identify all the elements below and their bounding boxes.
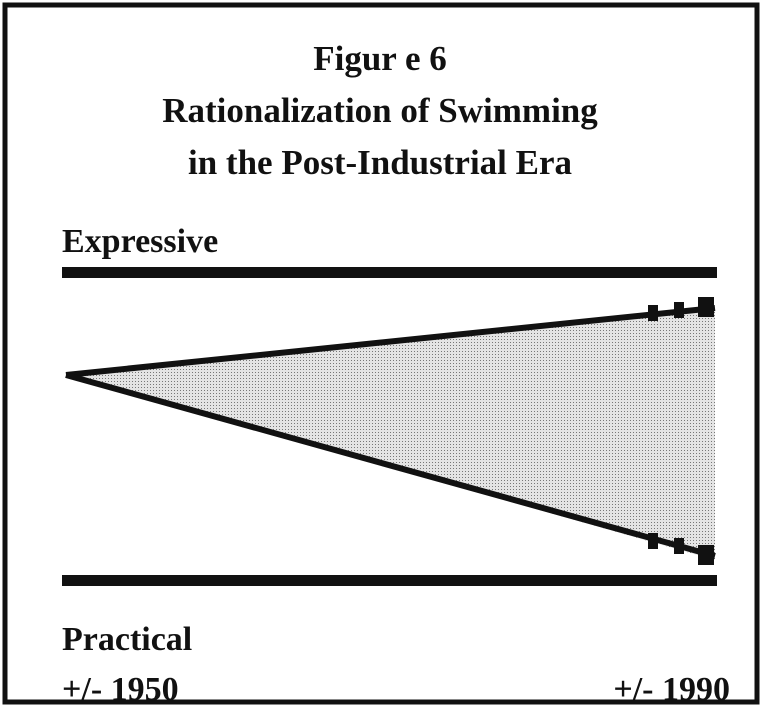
top-bar (62, 267, 717, 278)
bottom-bar (62, 575, 717, 586)
wedge (66, 308, 715, 560)
bottom-label: Practical (62, 621, 192, 658)
tick-marks (648, 297, 714, 565)
title-line: Figur e 6 (313, 39, 447, 78)
end-label: +/- 1990 (613, 671, 730, 708)
title-line: in the Post-Industrial Era (188, 143, 572, 182)
lower-edge (65, 372, 716, 559)
start-label: +/- 1950 (62, 671, 179, 708)
title-line: Rationalization of Swimming (162, 91, 598, 130)
upper-edge (65, 305, 716, 378)
frame (2, 2, 760, 705)
top-label: Expressive (62, 223, 218, 260)
